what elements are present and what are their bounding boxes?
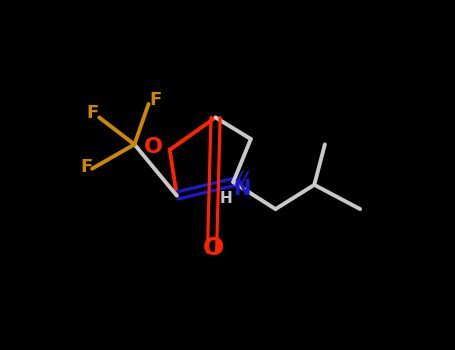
Text: O: O [203, 236, 224, 260]
Text: O: O [144, 137, 163, 157]
Text: //: // [235, 169, 248, 187]
Text: H: H [220, 191, 233, 206]
Text: N: N [233, 179, 251, 199]
Text: F: F [86, 104, 98, 122]
Text: F: F [150, 91, 162, 109]
Text: F: F [81, 158, 93, 176]
